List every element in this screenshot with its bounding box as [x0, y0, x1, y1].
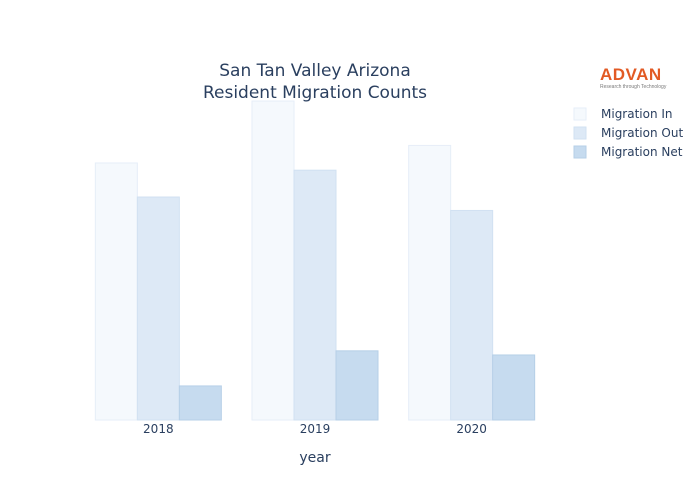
legend-item-migration-net[interactable]: Migration Net	[573, 145, 683, 159]
chart-title-line: Resident Migration Counts	[203, 83, 427, 103]
bar-migration-out-2018[interactable]	[136, 196, 180, 421]
legend-swatch	[573, 107, 587, 121]
x-tick-labels: 2018 2019 2020	[143, 422, 487, 436]
bar-migration-net-2019[interactable]	[335, 350, 379, 421]
bar-migration-out-2019[interactable]	[293, 169, 337, 421]
bar-migration-in-2020[interactable]	[408, 144, 452, 421]
legend-swatch	[573, 145, 587, 159]
legend-label: Migration Out	[601, 126, 683, 140]
x-tick-label: 2019	[300, 422, 331, 436]
x-tick-label: 2020	[456, 422, 487, 436]
legend-item-migration-out[interactable]: Migration Out	[573, 126, 683, 140]
x-axis-title: year	[299, 450, 330, 466]
legend-swatch	[573, 126, 587, 140]
legend-label: Migration In	[601, 107, 673, 121]
bar-migration-net-2018[interactable]	[178, 385, 222, 421]
bar-migration-in-2019[interactable]	[251, 100, 295, 421]
logo-tagline: Research through Technology	[600, 84, 667, 90]
legend[interactable]: Migration In Migration Out Migration Net	[573, 107, 683, 159]
bar-migration-in-2018[interactable]	[94, 162, 138, 421]
x-tick-label: 2018	[143, 422, 174, 436]
legend-label: Migration Net	[601, 145, 683, 159]
bar-migration-net-2020[interactable]	[492, 354, 536, 421]
bars-group	[94, 100, 536, 421]
bar-migration-out-2020[interactable]	[450, 209, 494, 421]
legend-item-migration-in[interactable]: Migration In	[573, 107, 673, 121]
chart-title: San Tan Valley Arizona Resident Migration…	[203, 61, 427, 103]
logo-wordmark: ADVAN	[600, 65, 662, 84]
chart-title-line: San Tan Valley Arizona	[219, 61, 411, 81]
advan-logo: ADVAN Research through Technology	[600, 66, 672, 90]
